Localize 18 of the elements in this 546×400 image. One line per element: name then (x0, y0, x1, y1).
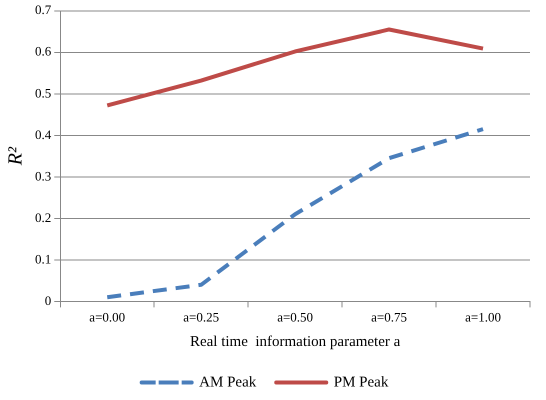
y-tick-label: 0.3 (35, 168, 52, 184)
y-tick-label: 0.2 (35, 210, 52, 225)
y-tick-label: 0.6 (35, 44, 52, 59)
y-tick-label: 0.4 (35, 126, 52, 142)
x-tick-label: a=0.75 (371, 310, 408, 325)
y-tick-label: 0.5 (35, 85, 52, 100)
x-tick-label: a=0.00 (89, 310, 126, 325)
x-tick-label: a=1.00 (465, 310, 501, 325)
x-tick-label: a=0.25 (183, 310, 220, 325)
y-tick-label: 0 (44, 292, 52, 308)
x-axis-title: Real time information parameter a (190, 334, 401, 350)
y-tick-label: 0.7 (35, 2, 52, 18)
legend-label: PM Peak (334, 374, 389, 390)
line-series (105, 127, 486, 300)
legend-label: AM Peak (199, 374, 257, 390)
y-tick-label: 0.1 (35, 251, 52, 266)
x-tick-label: a=0.50 (277, 310, 314, 325)
y-axis-title: R² (4, 146, 26, 166)
